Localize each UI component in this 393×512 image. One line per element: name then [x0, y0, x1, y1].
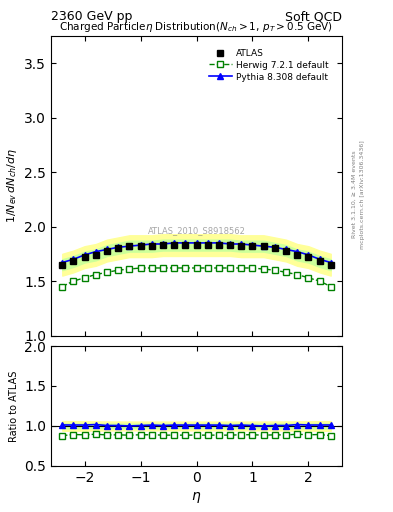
Text: ATLAS_2010_S8918562: ATLAS_2010_S8918562	[147, 226, 246, 235]
Legend: ATLAS, Herwig 7.2.1 default, Pythia 8.308 default: ATLAS, Herwig 7.2.1 default, Pythia 8.30…	[206, 47, 332, 84]
Y-axis label: Ratio to ATLAS: Ratio to ATLAS	[9, 370, 19, 442]
Text: 2360 GeV pp: 2360 GeV pp	[51, 10, 132, 23]
Text: Soft QCD: Soft QCD	[285, 10, 342, 23]
X-axis label: $\eta$: $\eta$	[191, 490, 202, 505]
Y-axis label: $1/N_{ev}\,dN_{ch}/d\eta$: $1/N_{ev}\,dN_{ch}/d\eta$	[5, 148, 19, 223]
Title: Charged Particle$\eta$ Distribution($N_{ch}>1,\,p_T>0.5$ GeV): Charged Particle$\eta$ Distribution($N_{…	[59, 20, 334, 34]
Text: Rivet 3.1.10, ≥ 3.4M events: Rivet 3.1.10, ≥ 3.4M events	[352, 151, 357, 239]
Text: mcplots.cern.ch [arXiv:1306.3436]: mcplots.cern.ch [arXiv:1306.3436]	[360, 140, 365, 249]
